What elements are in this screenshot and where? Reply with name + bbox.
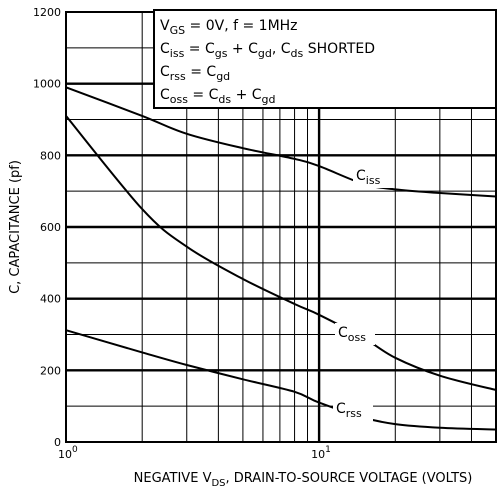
series-line-c-oss [65, 115, 497, 391]
y-tick-label: 400 [40, 293, 61, 306]
y-tick-label: 800 [40, 149, 61, 162]
y-tick-label: 1000 [33, 78, 61, 91]
series-label-c-oss: Coss​ [338, 325, 366, 344]
series-label-bg [333, 399, 373, 421]
y-tick-label: 0 [54, 436, 61, 449]
x-axis-title: NEGATIVE VDS​, DRAIN-TO-SOURCE VOLTAGE (… [134, 471, 473, 489]
series-label-bg [335, 323, 375, 345]
x-tick-label: 101 [311, 445, 331, 461]
series-label-bg [353, 166, 393, 188]
series-label-c-rss: Crss​ [336, 401, 362, 420]
y-axis-title: C, CAPACITANCE (pf) [8, 160, 23, 294]
conditions-line: VGS​ = 0V, f = 1MHz [160, 18, 298, 37]
y-tick-label: 1200 [33, 6, 61, 19]
x-tick-label: 100 [58, 445, 78, 461]
conditions-box [153, 9, 497, 109]
y-tick-label: 200 [40, 364, 61, 377]
series-label-c-iss: Ciss​ [356, 168, 381, 187]
conditions-line: Ciss​ = Cgs​ + Cgd​, Cds​ SHORTED [160, 41, 375, 60]
series-line-c-iss [65, 86, 497, 198]
y-tick-label: 600 [40, 221, 61, 234]
series-line-c-rss [65, 329, 497, 431]
conditions-line: Crss​ = Cgd​ [160, 64, 230, 83]
conditions-line: Coss​ = Cds​ + Cgd​ [160, 87, 276, 106]
